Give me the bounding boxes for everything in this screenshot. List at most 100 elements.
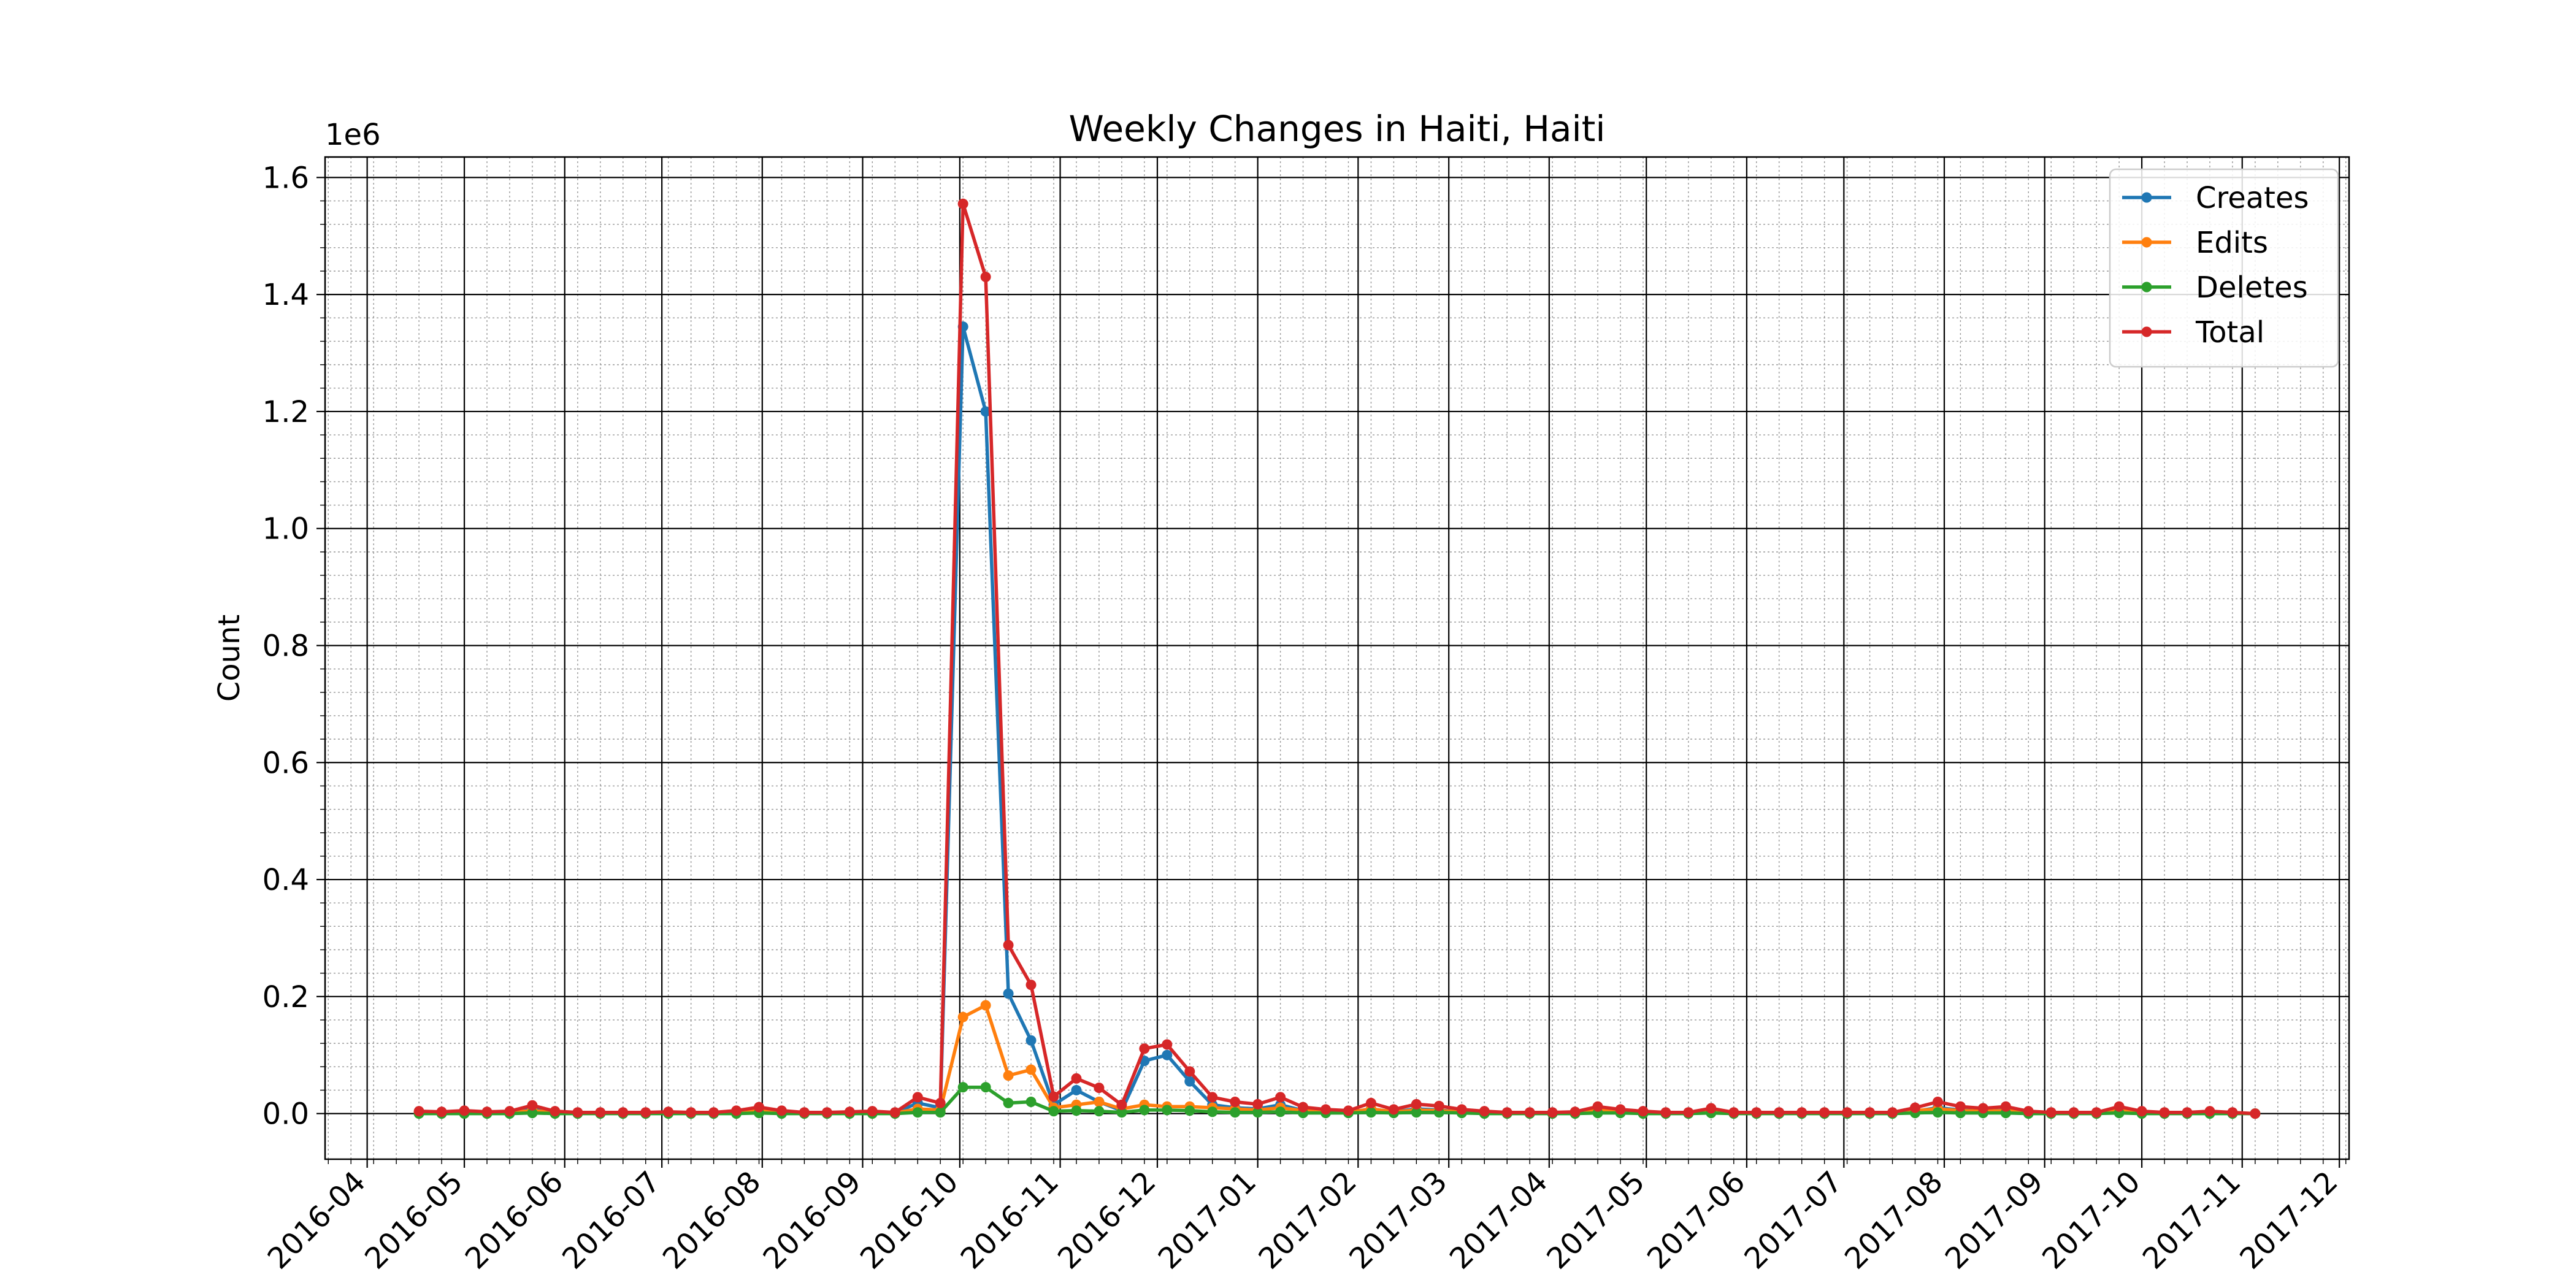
data-point-edits bbox=[1094, 1097, 1105, 1108]
data-point-total bbox=[912, 1092, 923, 1103]
y-axis-label: Count bbox=[212, 615, 247, 702]
data-point-deletes bbox=[1365, 1107, 1376, 1118]
data-point-total bbox=[572, 1107, 583, 1118]
data-point-total bbox=[1025, 979, 1037, 991]
legend-marker-creates bbox=[2141, 192, 2152, 203]
y-tick-label: 0.0 bbox=[263, 1097, 309, 1132]
data-point-total bbox=[1207, 1092, 1218, 1103]
data-point-total bbox=[1048, 1091, 1059, 1102]
data-point-total bbox=[708, 1107, 719, 1118]
data-point-total bbox=[2227, 1107, 2238, 1118]
y-axis: 0.0 0.2 0.4 0.6 0.8 1.0 1.2 1.4 1.6 bbox=[263, 161, 325, 1132]
data-point-total bbox=[1252, 1098, 1263, 1110]
data-point-total bbox=[1501, 1107, 1512, 1118]
data-point-total bbox=[2091, 1107, 2102, 1118]
data-point-deletes bbox=[1184, 1105, 1195, 1116]
data-point-total bbox=[1842, 1107, 1853, 1118]
data-point-total bbox=[1003, 940, 1014, 951]
data-point-total bbox=[1774, 1107, 1785, 1118]
data-point-total bbox=[1592, 1101, 1603, 1112]
data-point-deletes bbox=[1230, 1107, 1241, 1118]
data-point-total bbox=[1932, 1097, 1943, 1108]
data-point-total bbox=[2068, 1107, 2079, 1118]
data-point-total bbox=[1116, 1099, 1127, 1110]
data-point-total bbox=[2182, 1107, 2193, 1118]
data-point-total bbox=[1865, 1107, 1876, 1118]
legend-label-creates: Creates bbox=[2196, 181, 2309, 215]
series-total bbox=[413, 198, 2261, 1119]
legend-box bbox=[2109, 168, 2339, 368]
legend: Creates Edits Deletes Total bbox=[2109, 168, 2339, 368]
data-point-total bbox=[1728, 1107, 1739, 1118]
data-point-edits bbox=[1003, 1070, 1014, 1081]
chart-title: Weekly Changes in Haiti, Haiti bbox=[1069, 108, 1606, 150]
data-point-deletes bbox=[1048, 1106, 1059, 1117]
data-point-deletes bbox=[1071, 1105, 1082, 1116]
data-point-deletes bbox=[1003, 1097, 1014, 1108]
data-point-edits bbox=[957, 1011, 968, 1022]
data-point-total bbox=[1094, 1083, 1105, 1094]
data-point-total bbox=[1456, 1104, 1467, 1115]
legend-marker-edits bbox=[2141, 237, 2152, 248]
y-tick-label: 0.8 bbox=[263, 629, 309, 663]
data-point-total bbox=[1751, 1107, 1762, 1118]
data-point-total bbox=[2023, 1106, 2034, 1117]
data-point-total bbox=[1321, 1104, 1332, 1115]
data-point-deletes bbox=[1162, 1105, 1173, 1116]
data-point-total bbox=[1570, 1106, 1581, 1117]
data-point-total bbox=[1547, 1107, 1558, 1118]
y-axis-scale-label: 1e6 bbox=[325, 118, 381, 152]
data-point-creates bbox=[1184, 1076, 1195, 1087]
data-point-creates bbox=[980, 406, 991, 417]
data-point-total bbox=[1184, 1066, 1195, 1077]
data-point-total bbox=[980, 272, 991, 283]
data-point-creates bbox=[1003, 988, 1014, 999]
data-point-total bbox=[459, 1105, 470, 1116]
data-point-total bbox=[957, 198, 968, 209]
data-point-total bbox=[1139, 1043, 1150, 1054]
data-point-deletes bbox=[980, 1082, 991, 1093]
data-point-deletes bbox=[1025, 1097, 1037, 1108]
data-point-total bbox=[2159, 1107, 2170, 1118]
axes-frame bbox=[324, 156, 2350, 1160]
data-point-creates bbox=[1071, 1084, 1082, 1095]
data-point-deletes bbox=[1207, 1106, 1218, 1117]
data-point-total bbox=[867, 1106, 878, 1117]
y-tick-label: 1.0 bbox=[263, 512, 309, 546]
data-point-creates bbox=[1025, 1035, 1037, 1046]
legend-label-total: Total bbox=[2195, 315, 2264, 350]
data-point-total bbox=[821, 1107, 832, 1118]
data-point-total bbox=[935, 1097, 946, 1108]
data-point-total bbox=[1524, 1107, 1535, 1118]
y-tick-label: 1.2 bbox=[263, 395, 309, 429]
legend-label-deletes: Deletes bbox=[2196, 270, 2308, 305]
data-point-deletes bbox=[1094, 1106, 1105, 1117]
data-point-total bbox=[436, 1106, 447, 1117]
data-point-total bbox=[1887, 1107, 1898, 1118]
data-point-total bbox=[889, 1107, 900, 1118]
y-tick-label: 0.6 bbox=[263, 746, 309, 780]
data-point-total bbox=[504, 1106, 515, 1117]
series-line-deletes bbox=[417, 1085, 2257, 1116]
data-point-total bbox=[1388, 1104, 1399, 1115]
data-point-total bbox=[1162, 1039, 1173, 1050]
data-point-total bbox=[686, 1107, 697, 1118]
data-point-total bbox=[1615, 1104, 1626, 1115]
data-point-deletes bbox=[1932, 1107, 1943, 1118]
data-point-total bbox=[481, 1106, 493, 1117]
data-point-total bbox=[754, 1102, 765, 1113]
data-point-total bbox=[2114, 1101, 2125, 1112]
data-point-total bbox=[2250, 1108, 2261, 1119]
data-point-deletes bbox=[957, 1082, 968, 1093]
data-point-deletes bbox=[527, 1108, 538, 1119]
data-point-total bbox=[731, 1105, 742, 1116]
data-point-deletes bbox=[1411, 1107, 1422, 1118]
data-point-total bbox=[1275, 1092, 1286, 1103]
legend-marker-total bbox=[2141, 326, 2152, 337]
data-point-deletes bbox=[1252, 1107, 1263, 1118]
y-tick-label: 0.2 bbox=[263, 980, 309, 1014]
data-point-total bbox=[1706, 1103, 1717, 1114]
y-tick-label: 1.6 bbox=[263, 161, 309, 195]
data-point-total bbox=[2045, 1107, 2057, 1118]
